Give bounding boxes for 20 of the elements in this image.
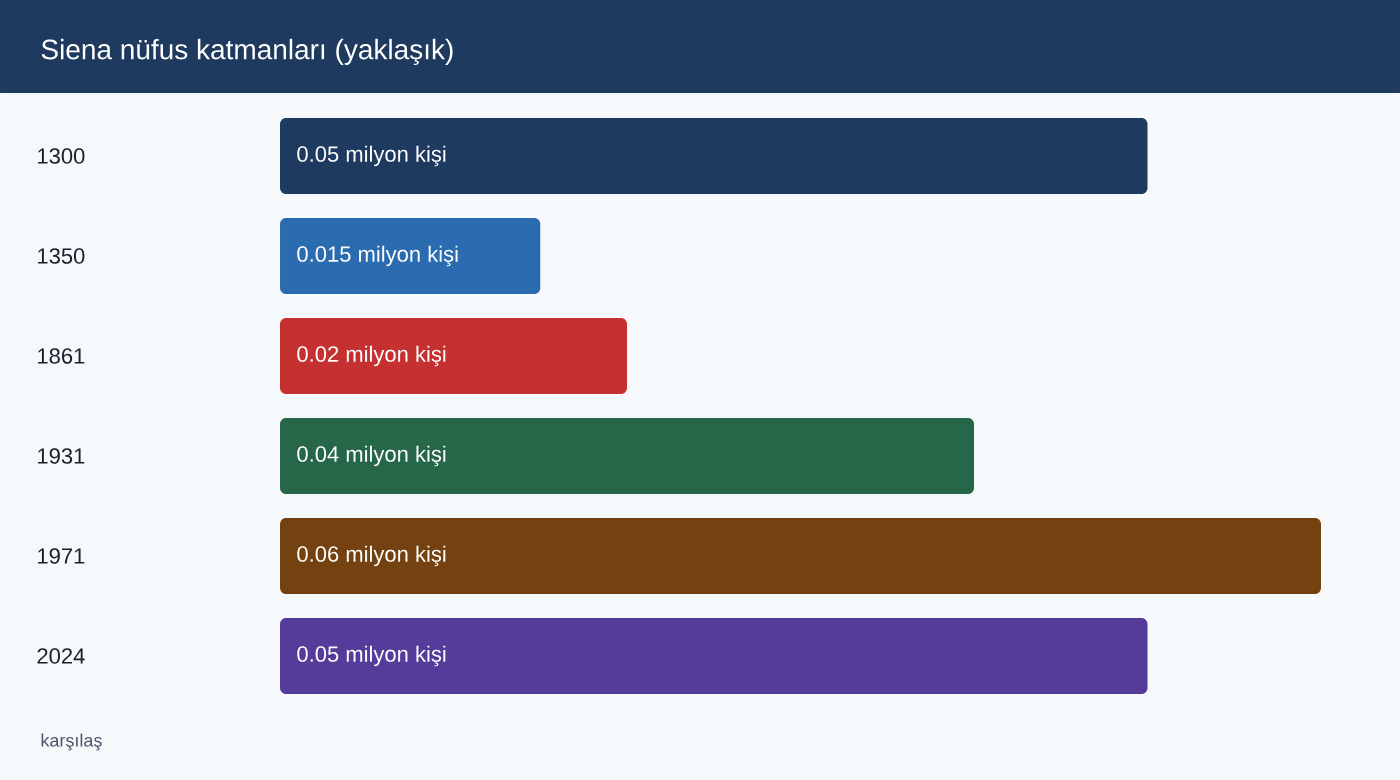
bar (280, 117, 1148, 194)
data-label: 0.05 milyon kişi (297, 145, 446, 167)
data-label: 0.06 milyon kişi (297, 545, 446, 567)
y-tick-label: 1300 (38, 148, 85, 164)
y-tick-label: 2024 (37, 648, 85, 664)
bar (280, 417, 975, 494)
y-tick-label: 1350 (38, 248, 85, 264)
data-label: 0.015 milyon kişi (297, 245, 458, 267)
chart-title: Siena nüfus katmanları (yaklaşık) (41, 38, 453, 66)
bar (280, 517, 1321, 594)
y-tick-label: 1931 (38, 448, 85, 464)
y-tick-label: 1971 (38, 548, 85, 564)
bar (280, 217, 541, 294)
data-label: 0.04 milyon kişi (297, 445, 446, 467)
data-label: 0.05 milyon kişi (297, 645, 446, 667)
y-tick-label: 1861 (38, 348, 85, 364)
bar (280, 318, 627, 394)
text: karşılaş (41, 733, 102, 751)
bar (280, 618, 1148, 694)
data-label: 0.02 milyon kişi (297, 345, 446, 367)
